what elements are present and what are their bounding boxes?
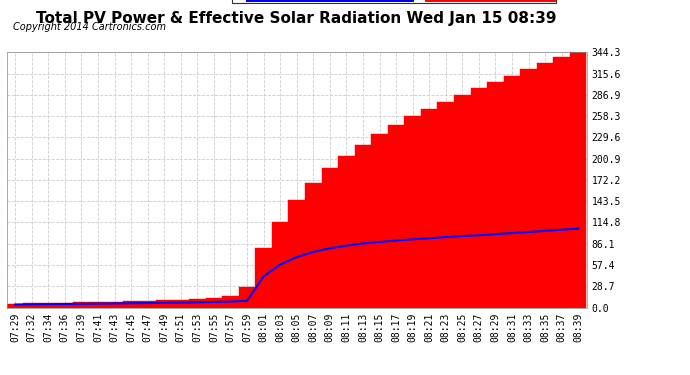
Legend: Radiation (Effective w/m2), PV Panels (DC Watts): Radiation (Effective w/m2), PV Panels (D… (233, 0, 556, 3)
Bar (520, 69, 537, 308)
Bar (537, 63, 553, 308)
Bar (255, 248, 272, 308)
Bar (172, 300, 189, 307)
Bar (421, 109, 437, 307)
Bar (355, 144, 371, 308)
Text: Total PV Power & Effective Solar Radiation Wed Jan 15 08:39: Total PV Power & Effective Solar Radiati… (37, 11, 557, 26)
Bar (239, 287, 255, 308)
Bar (454, 95, 471, 308)
Bar (189, 299, 206, 307)
Bar (305, 183, 322, 308)
Bar (338, 156, 355, 308)
Bar (471, 88, 487, 308)
Bar (123, 301, 139, 307)
Bar (222, 296, 239, 307)
Bar (487, 82, 504, 308)
Bar (437, 102, 454, 308)
Bar (404, 116, 421, 308)
Text: Copyright 2014 Cartronics.com: Copyright 2014 Cartronics.com (12, 22, 166, 32)
Bar (504, 76, 520, 307)
Bar (322, 168, 338, 308)
Bar (570, 53, 586, 308)
Bar (553, 57, 570, 308)
Bar (388, 124, 404, 308)
Bar (23, 303, 40, 307)
Bar (7, 304, 23, 307)
Bar (272, 222, 288, 308)
Bar (288, 200, 305, 308)
Bar (371, 134, 388, 308)
Bar (90, 302, 106, 307)
Bar (106, 302, 123, 307)
Bar (156, 300, 172, 307)
Bar (73, 302, 90, 307)
Bar (40, 303, 57, 307)
Bar (206, 298, 222, 307)
Bar (57, 303, 73, 307)
Bar (139, 301, 156, 307)
